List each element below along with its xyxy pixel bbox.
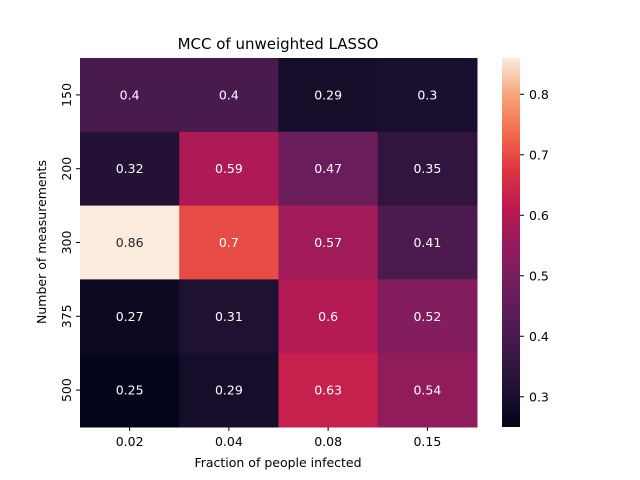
colorbar-tick-label: 0.5 (529, 268, 549, 283)
cell-value-label: 0.29 (314, 87, 342, 102)
heatmap-cell (278, 58, 379, 133)
heatmap-cell (80, 131, 180, 207)
y-tick-label: 375 (59, 304, 74, 328)
heatmap-cell (278, 205, 379, 280)
y-tick-label: 500 (59, 378, 74, 402)
cell-value-label: 0.47 (314, 161, 342, 176)
colorbar-tick-label: 0.4 (529, 329, 549, 344)
x-axis-label: Fraction of people infected (194, 455, 361, 470)
cell-value-label: 0.41 (413, 235, 441, 250)
cell-value-label: 0.7 (219, 235, 239, 250)
cell-value-label: 0.52 (413, 309, 441, 324)
cell-value-label: 0.63 (314, 383, 342, 398)
colorbar-tick-label: 0.6 (529, 208, 549, 223)
heatmap-cell (80, 205, 180, 280)
cell-value-label: 0.32 (116, 161, 144, 176)
colorbar-gradient (502, 58, 520, 427)
x-axis: 0.02 0.04 0.08 0.15 (116, 427, 441, 449)
cell-value-label: 0.86 (116, 235, 144, 250)
heatmap-cell (278, 131, 379, 207)
heatmap-cell (80, 58, 180, 133)
x-tick-label: 0.02 (116, 434, 144, 449)
heatmap-cell (278, 353, 379, 428)
heatmap-cells: 0.4 0.4 0.29 0.3 0.32 0.59 0.47 0.35 0.86 0.7 0.57… (80, 58, 478, 428)
cell-value-label: 0.29 (215, 383, 243, 398)
heatmap-cell (80, 279, 180, 354)
cell-value-label: 0.6 (318, 309, 338, 324)
heatmap-cell (377, 131, 478, 207)
colorbar-tick-label: 0.8 (529, 87, 549, 102)
heatmap-cell (179, 353, 279, 428)
chart-title: MCC of unweighted LASSO (178, 35, 379, 53)
colorbar-tick-label: 0.3 (529, 389, 549, 404)
cell-value-label: 0.4 (219, 87, 239, 102)
cell-value-label: 0.31 (215, 309, 243, 324)
heatmap-cell (179, 279, 279, 354)
x-tick-label: 0.04 (215, 434, 243, 449)
colorbar: 0.3 0.4 0.5 0.6 0.7 0.8 (502, 58, 549, 427)
y-tick-label: 200 (59, 157, 74, 181)
cell-value-label: 0.25 (116, 383, 144, 398)
x-tick-label: 0.08 (314, 434, 342, 449)
heatmap-cell (179, 58, 279, 133)
cell-value-label: 0.4 (120, 87, 140, 102)
cell-value-label: 0.59 (215, 161, 243, 176)
heatmap-cell (179, 205, 279, 280)
y-tick-label: 150 (59, 83, 74, 107)
colorbar-tick-label: 0.7 (529, 147, 549, 162)
y-axis-label: Number of measurements (34, 160, 49, 324)
heatmap-cell (377, 205, 478, 280)
x-tick-label: 0.15 (413, 434, 441, 449)
cell-value-label: 0.57 (314, 235, 342, 250)
heatmap-cell (278, 279, 379, 354)
cell-value-label: 0.27 (116, 309, 144, 324)
heatmap-cell (377, 279, 478, 354)
cell-value-label: 0.3 (417, 87, 437, 102)
heatmap-cell (179, 131, 279, 207)
heatmap-cell (80, 353, 180, 428)
y-tick-label: 300 (59, 231, 74, 255)
heatmap-cell (377, 353, 478, 428)
cell-value-label: 0.35 (413, 161, 441, 176)
y-axis: 150 200 300 375 500 (59, 83, 80, 402)
heatmap-cell (377, 58, 478, 133)
cell-value-label: 0.54 (413, 383, 441, 398)
